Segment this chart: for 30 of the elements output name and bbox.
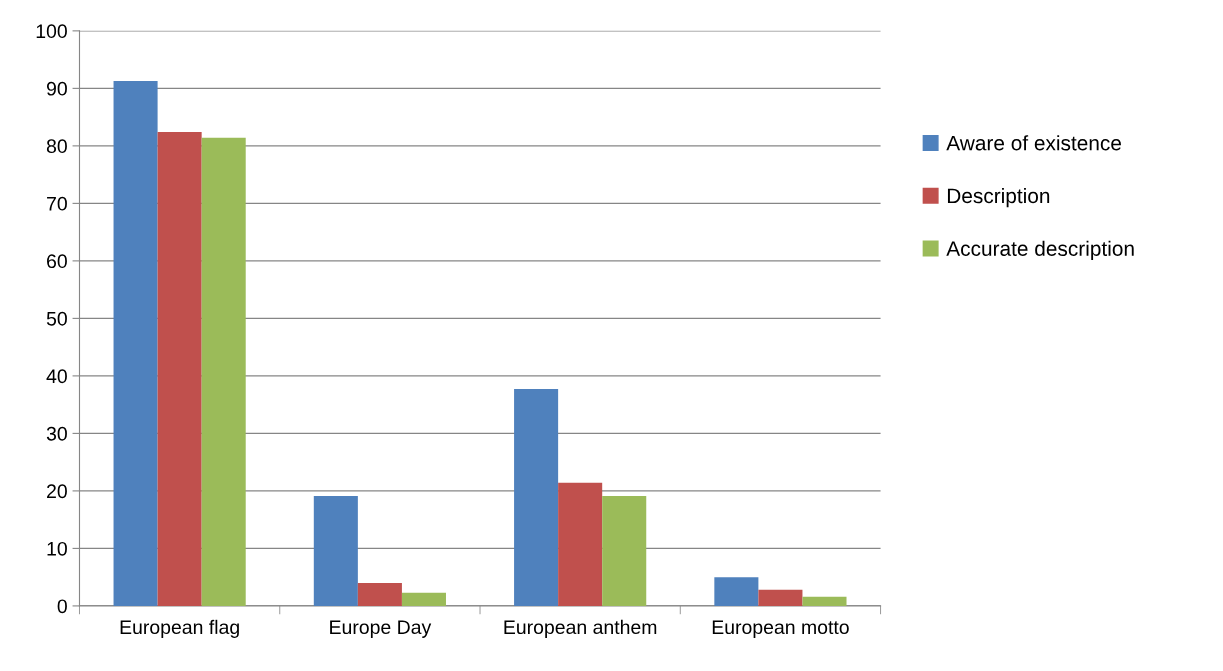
y-tick-label: 50 [46, 311, 67, 326]
y-tick-label: 100 [36, 24, 67, 39]
bar [802, 596, 847, 606]
bar [357, 582, 402, 606]
y-tick-label: 30 [46, 426, 67, 441]
y-tick-label: 20 [47, 484, 67, 499]
bar [201, 137, 246, 606]
x-tick-label: European motto [712, 620, 849, 638]
y-tick-label: 90 [46, 81, 67, 96]
bar [313, 496, 358, 606]
x-tick-label: European anthem [504, 619, 657, 638]
y-tick-label: 0 [57, 599, 67, 614]
bar [558, 482, 603, 606]
y-tick-label: 60 [47, 254, 67, 269]
x-tick-label: Europe Day [330, 620, 432, 638]
legend-label: Description [947, 187, 1050, 208]
y-tick-label: 10 [47, 541, 67, 556]
x-tick-label: European flag [120, 619, 239, 638]
bar [401, 592, 446, 606]
bar [514, 389, 559, 606]
bar [113, 80, 158, 606]
y-tick-label: 70 [47, 196, 67, 211]
bar [758, 589, 803, 606]
y-tick-label: 40 [46, 369, 67, 384]
bar [714, 577, 759, 606]
bar [157, 132, 202, 606]
bar [602, 496, 647, 606]
y-tick-label: 80 [46, 139, 67, 154]
legend-label: Aware of existence [946, 135, 1121, 151]
legend-label: Accurate description [946, 240, 1134, 261]
